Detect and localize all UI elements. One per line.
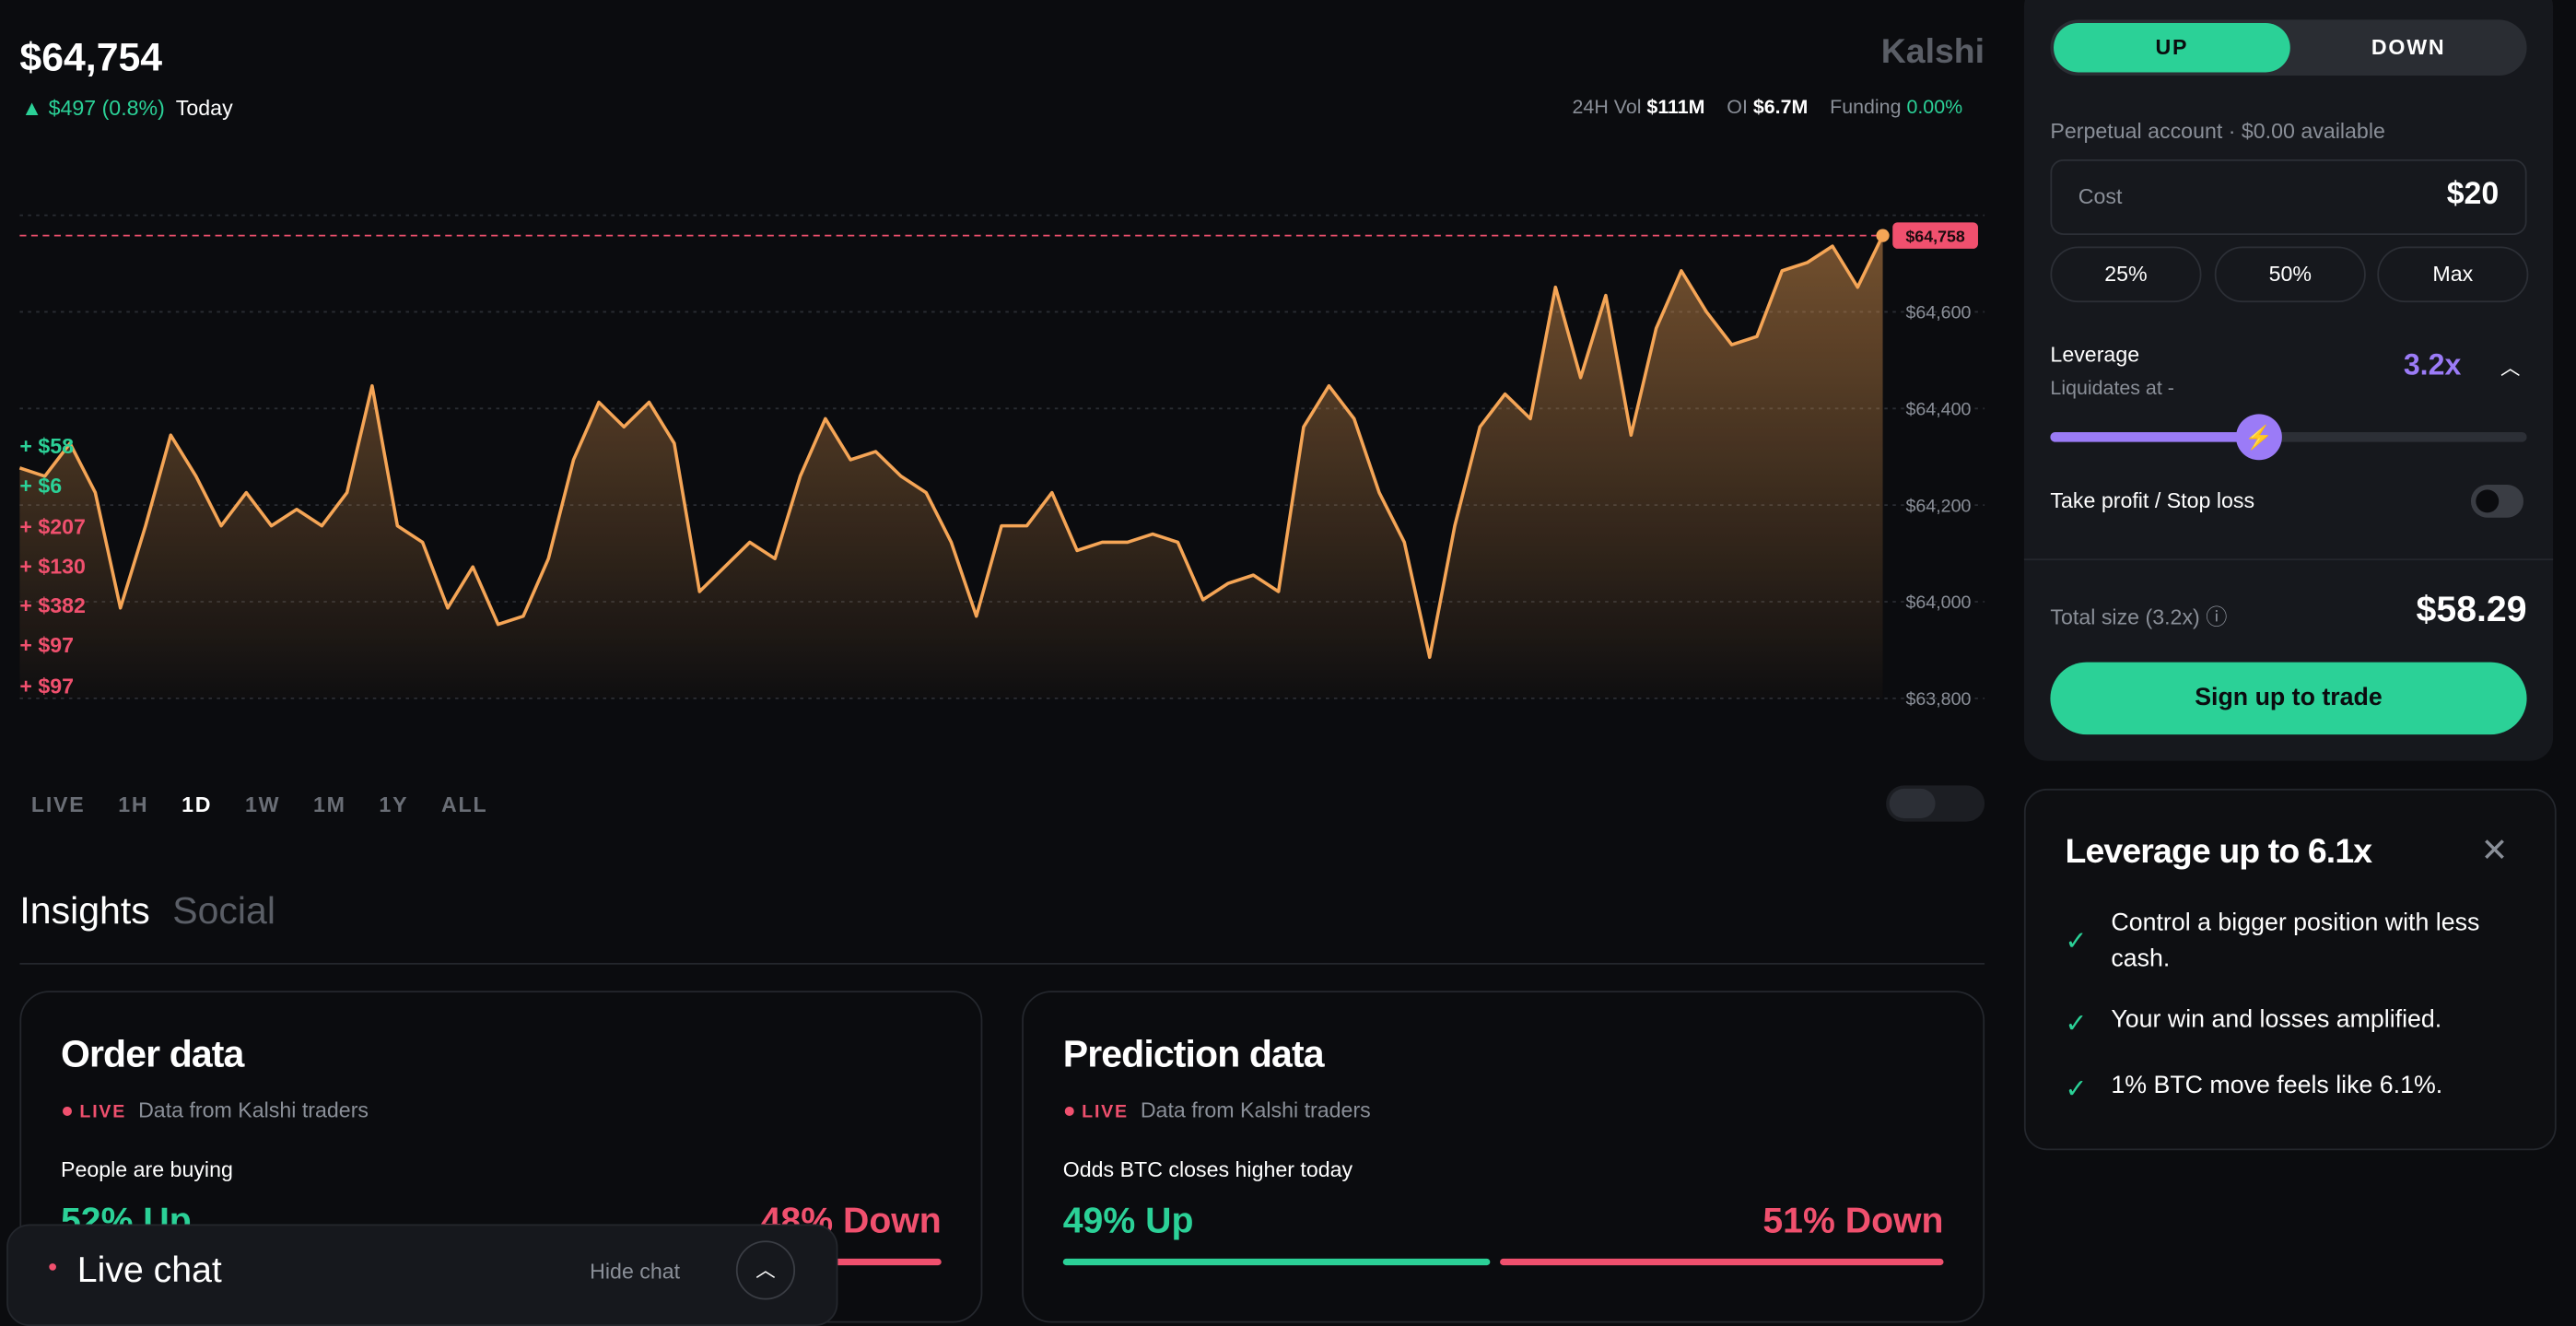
cost-label: Cost xyxy=(2078,183,2123,209)
divider xyxy=(19,962,1985,965)
cost-input[interactable]: Cost $20 xyxy=(2050,158,2527,235)
area xyxy=(19,235,1883,698)
change: ▲ $497 (0.8%) xyxy=(21,95,165,121)
tab[interactable]: Social xyxy=(172,888,275,933)
card-title: Prediction data xyxy=(1062,1031,1325,1075)
range[interactable]: LIVE xyxy=(30,792,86,817)
price-line xyxy=(18,234,1885,660)
stats: 24H Vol $111M OI $6.7M Funding 0.00% xyxy=(1573,95,1963,118)
trade-feed: + $58 + $6 + $207 + $130 + $382 + $97 + $97 xyxy=(19,428,86,707)
side-toggle: UP DOWN xyxy=(2050,19,2527,76)
current-dot xyxy=(1876,229,1890,242)
range-tabs: LIVE 1H 1D 1W 1M 1Y ALL xyxy=(31,792,521,817)
live-row: ● LIVE Data from Kalshi traders xyxy=(1062,1097,1371,1122)
stat-value: $6.7M xyxy=(1752,95,1809,119)
source: Data from Kalshi traders xyxy=(138,1097,369,1122)
total-label: Total size (3.2x) ⓘ xyxy=(2050,604,2228,629)
trade: + $58 xyxy=(19,433,75,459)
live: LIVE xyxy=(79,1102,127,1122)
source: Data from Kalshi traders xyxy=(1140,1097,1371,1122)
stat-value: 0.00% xyxy=(1906,95,1963,119)
y-tick-label: $64,600 xyxy=(1906,303,1972,323)
promo-title: Leverage up to 6.1x xyxy=(2065,833,2372,872)
promo: Leverage up to 6.1x ✕ ✓ Control a bigger… xyxy=(2023,788,2557,1151)
up: 49% Up xyxy=(1062,1199,1194,1241)
question: Odds BTC closes higher today xyxy=(1062,1156,1353,1182)
card-title: Order data xyxy=(60,1031,244,1075)
up-tab[interactable]: UP xyxy=(2054,22,2290,73)
price: $64,754 xyxy=(19,36,163,81)
slider-knob[interactable]: ⚡ xyxy=(2235,414,2282,461)
slider-track[interactable] xyxy=(2050,431,2527,442)
range[interactable]: ALL xyxy=(441,792,488,817)
chat-dot: ● xyxy=(47,1258,58,1277)
promo-item: Control a bigger position with less cash… xyxy=(2111,909,2480,973)
range[interactable]: 1Y xyxy=(379,792,409,817)
trade-panel: UP DOWN Perpetual account · $0.00 availa… xyxy=(2023,0,2554,761)
y-tick-label: $64,200 xyxy=(1906,496,1972,516)
total-text: Total size (3.2x) xyxy=(2050,604,2200,629)
slider-fill xyxy=(2050,431,2259,442)
trade: + $6 xyxy=(19,474,63,499)
line-mode[interactable] xyxy=(1889,788,1936,819)
question: People are buying xyxy=(60,1156,233,1182)
chart-type-toggle[interactable] xyxy=(1886,785,1985,822)
current-label-bg xyxy=(1892,222,1978,249)
preset[interactable]: 25% xyxy=(2050,246,2202,303)
hide-chat[interactable]: Hide chat xyxy=(590,1258,681,1284)
tpsl-switch[interactable] xyxy=(2470,485,2523,518)
tpsl: Take profit / Stop loss xyxy=(2050,487,2255,513)
cost: $20 xyxy=(2446,177,2500,213)
range[interactable]: 1M xyxy=(312,792,346,817)
odds-bar xyxy=(1062,1258,1944,1266)
divider xyxy=(2023,558,2554,561)
total: $58.29 xyxy=(2416,588,2527,629)
price-chart: $63,800 $64,000 $64,200 $64,400 $64,600 $64,7… xyxy=(18,214,1985,710)
range[interactable]: 1D xyxy=(181,792,213,817)
up-bar xyxy=(1062,1258,1490,1266)
down: 51% Down xyxy=(1762,1199,1944,1241)
y-tick-label: $63,800 xyxy=(1906,689,1972,710)
live-row: ● LIVE Data from Kalshi traders xyxy=(60,1097,369,1122)
chat-bar: ● Live chat Hide chat ︿ xyxy=(6,1224,838,1326)
leverage: 3.2x xyxy=(2403,348,2462,381)
tab[interactable]: Insights xyxy=(19,888,150,933)
range[interactable]: 1H xyxy=(118,792,149,817)
prediction-card: Prediction data ● LIVE Data from Kalshi … xyxy=(1022,991,1985,1323)
collapse[interactable]: ︿ xyxy=(2500,356,2521,380)
account: Perpetual account · $0.00 available xyxy=(2050,118,2385,144)
stat-label: 24H Vol xyxy=(1572,95,1642,119)
stat-label: OI xyxy=(1727,95,1748,119)
trade: + $97 xyxy=(19,673,75,698)
down-bar xyxy=(1499,1258,1944,1266)
chat-toggle[interactable]: ︿ xyxy=(735,1240,796,1300)
liquidates: Liquidates at - xyxy=(2050,376,2174,400)
current-label: $64,758 xyxy=(1905,228,1965,246)
leverage-label: Leverage xyxy=(2050,341,2140,367)
brand: Kalshi xyxy=(1880,32,1985,71)
promo-item: Your win and losses amplified. xyxy=(2111,1005,2442,1034)
stat-label: Funding xyxy=(1830,95,1902,119)
promo-item: 1% BTC move feels like 6.1%. xyxy=(2111,1071,2443,1099)
down-tab[interactable]: DOWN xyxy=(2371,34,2446,60)
y-tick-label: $64,400 xyxy=(1906,399,1972,419)
chat-title: Live chat xyxy=(76,1249,222,1290)
trade: + $97 xyxy=(19,633,75,659)
y-tick-label: $64,000 xyxy=(1906,593,1972,613)
trade: + $382 xyxy=(19,593,86,618)
preset[interactable]: 50% xyxy=(2214,246,2366,303)
cta[interactable]: Sign up to trade xyxy=(2050,662,2527,735)
trade: + $207 xyxy=(19,513,86,539)
change-period: Today xyxy=(175,95,233,121)
range[interactable]: 1W xyxy=(244,792,281,817)
close[interactable]: ✕ xyxy=(2480,833,2509,870)
live: LIVE xyxy=(1082,1102,1129,1122)
preset[interactable]: Max xyxy=(2377,246,2529,303)
stat-value: $111M xyxy=(1646,95,1705,119)
trade: + $130 xyxy=(19,553,86,579)
